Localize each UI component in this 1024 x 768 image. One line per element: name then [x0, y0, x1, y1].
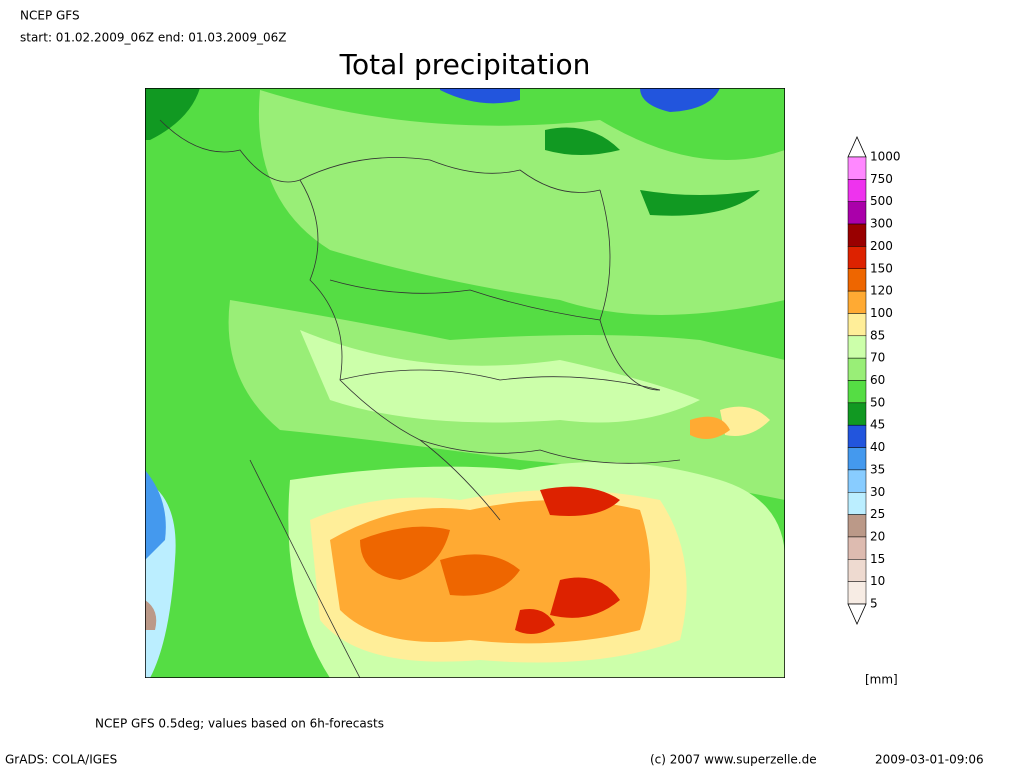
colorbar-swatch [847, 402, 867, 426]
colorbar-swatch [847, 156, 867, 180]
colorbar-label: 20 [870, 529, 885, 543]
colorbar-label: 45 [870, 418, 885, 432]
colorbar-label: 15 [870, 552, 885, 566]
period-label: start: 01.02.2009_06Z end: 01.03.2009_06… [20, 31, 286, 45]
copyright: (c) 2007 www.superzelle.de [650, 753, 817, 767]
footer-note: NCEP GFS 0.5deg; values based on 6h-fore… [95, 717, 384, 731]
colorbar-label: 30 [870, 485, 885, 499]
colorbar-label: 500 [870, 194, 893, 208]
colorbar-label: 60 [870, 373, 885, 387]
colorbar-swatch [847, 581, 867, 605]
colorbar-label: 35 [870, 462, 885, 476]
colorbar-tip [847, 603, 867, 625]
colorbar-swatch [847, 536, 867, 560]
colorbar-swatch [847, 335, 867, 359]
colorbar-swatch [847, 469, 867, 493]
colorbar-swatch [847, 559, 867, 582]
colorbar-label: 5 [870, 597, 878, 611]
colorbar-swatch [847, 290, 867, 314]
model-label: NCEP GFS [20, 9, 80, 23]
colorbar-swatch [847, 514, 867, 538]
colorbar-swatch [847, 357, 867, 381]
colorbar-label: 1000 [870, 150, 901, 164]
software-label: GrADS: COLA/IGES [5, 753, 117, 767]
map-title: Total precipitation [339, 48, 591, 81]
colorbar-label: 25 [870, 507, 885, 521]
colorbar-label: 750 [870, 172, 893, 186]
colorbar-swatch [847, 268, 867, 292]
colorbar-swatch [847, 246, 867, 269]
colorbar-swatch [847, 447, 867, 471]
colorbar-label: 100 [870, 306, 893, 320]
colorbar-swatch [847, 223, 867, 247]
colorbar-swatch [847, 313, 867, 337]
colorbar-swatch [847, 492, 867, 515]
colorbar-label: 70 [870, 351, 885, 365]
unit-label: [mm] [865, 673, 898, 687]
timestamp: 2009-03-01-09:06 [875, 753, 984, 767]
colorbar-swatch [847, 179, 867, 202]
colorbar-label: 10 [870, 574, 885, 588]
colorbar-label: 85 [870, 328, 885, 342]
colorbar-label: 120 [870, 284, 893, 298]
colorbar-swatch [847, 424, 867, 448]
colorbar-label: 300 [870, 217, 893, 231]
colorbar-label: 50 [870, 395, 885, 409]
colorbar-tip [847, 136, 867, 158]
colorbar-swatch [847, 201, 867, 225]
colorbar-swatch [847, 380, 867, 404]
colorbar-label: 40 [870, 440, 885, 454]
colorbar: 1000 750 500 300 200 150 120 100 85 70 60 50 45 40 35 3… [847, 136, 901, 625]
colorbar-label: 150 [870, 261, 893, 275]
colorbar-label: 200 [870, 239, 893, 253]
precip-field [145, 88, 785, 678]
